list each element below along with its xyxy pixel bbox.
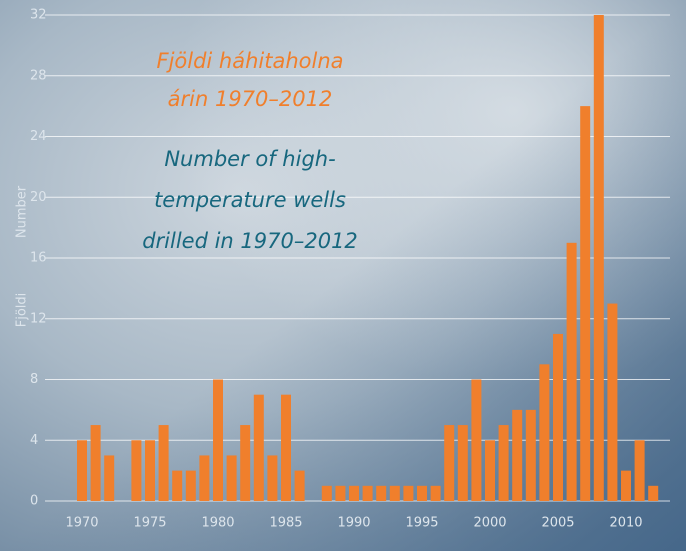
bar <box>403 485 414 501</box>
bar <box>240 425 251 501</box>
bar <box>539 364 550 501</box>
bar <box>498 425 509 501</box>
chart-title: Fjöldi háhitaholna <box>156 49 343 73</box>
bar <box>335 485 346 501</box>
bar <box>281 394 291 501</box>
bar <box>172 470 183 501</box>
x-tick-label: 2010 <box>609 516 642 531</box>
bar <box>253 394 264 501</box>
bar <box>553 333 563 501</box>
y-tick-label: 0 <box>30 494 38 509</box>
bar <box>444 425 455 501</box>
x-tick-label: 1975 <box>133 516 166 531</box>
bar <box>485 440 495 501</box>
bar <box>90 425 101 501</box>
chart-subtitle: temperature wells <box>154 188 346 212</box>
bar <box>607 303 618 501</box>
bar <box>512 409 523 501</box>
bar <box>199 455 210 501</box>
bar <box>294 470 305 501</box>
x-tick-label: 1970 <box>65 516 98 531</box>
x-tick-label: 1990 <box>337 516 370 531</box>
bar <box>471 379 482 501</box>
bar <box>321 485 332 501</box>
bar <box>226 455 237 501</box>
bar <box>417 485 427 501</box>
y-tick-label: 8 <box>30 372 38 387</box>
bar <box>362 485 373 501</box>
chart-subtitle: Number of high- <box>164 147 335 171</box>
y-tick-label: 12 <box>30 311 47 326</box>
bar <box>131 440 142 501</box>
chart-subtitle: drilled in 1970–2012 <box>142 229 358 253</box>
x-tick-label: 1995 <box>405 516 438 531</box>
bar <box>430 485 441 501</box>
bar <box>77 440 87 501</box>
bar <box>376 485 387 501</box>
bar <box>185 470 196 501</box>
bar <box>145 440 155 501</box>
y-tick-label: 32 <box>30 8 47 23</box>
bar <box>634 440 645 501</box>
x-tick-label: 2000 <box>473 516 506 531</box>
bar <box>158 425 169 501</box>
bar <box>566 242 577 501</box>
y-tick-label: 16 <box>30 251 47 266</box>
x-tick-label: 1980 <box>201 516 234 531</box>
bar <box>621 470 631 501</box>
x-tick-label: 2005 <box>541 516 574 531</box>
bar <box>349 485 359 501</box>
bar <box>267 455 278 501</box>
y-tick-label: 4 <box>30 433 38 448</box>
bar <box>525 409 536 501</box>
bar <box>580 106 591 501</box>
y-tick-label: 20 <box>30 190 47 205</box>
y-axis-label: Number <box>15 185 30 238</box>
bar <box>213 379 223 501</box>
bar <box>457 425 468 501</box>
bar <box>389 485 400 501</box>
chart-title: árin 1970–2012 <box>168 87 333 111</box>
y-axis-label: Fjöldi <box>15 293 30 328</box>
y-tick-label: 24 <box>30 129 47 144</box>
bar <box>104 455 115 501</box>
bar <box>593 15 604 501</box>
y-tick-label: 28 <box>30 68 47 83</box>
x-tick-label: 1985 <box>269 516 302 531</box>
bar <box>648 485 659 501</box>
